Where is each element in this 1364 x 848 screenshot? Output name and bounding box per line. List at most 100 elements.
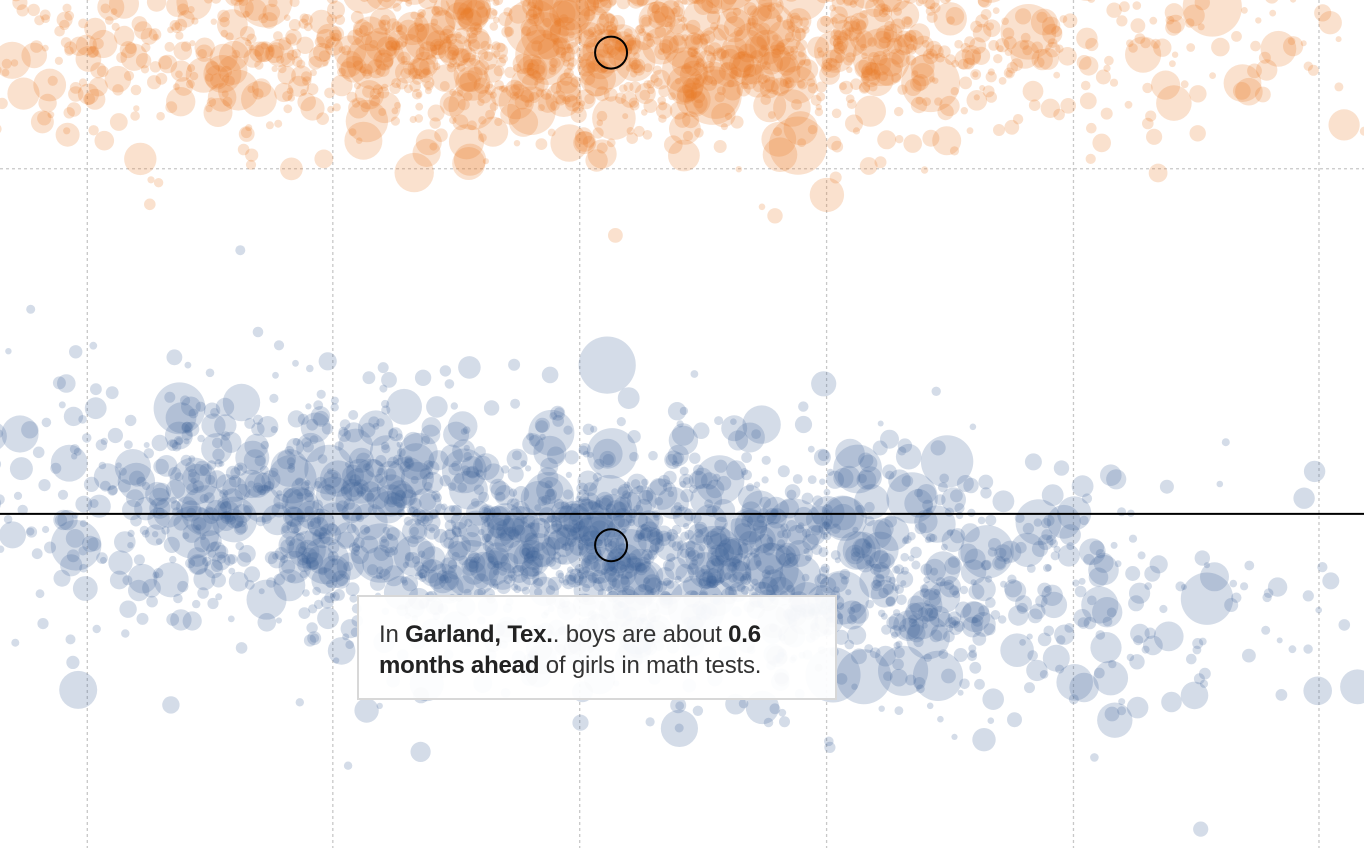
data-point [1193,673,1205,685]
data-point [17,504,28,516]
data-point [1028,99,1041,111]
data-point [1255,86,1271,103]
data-point [298,546,307,556]
data-point [862,76,870,84]
data-point [458,8,482,33]
data-point [0,41,31,79]
data-point [447,482,457,492]
data-point [666,553,676,563]
data-point [169,555,177,564]
data-point [508,107,539,137]
data-point [586,428,638,479]
data-point [684,34,700,51]
data-point [565,21,576,31]
data-point [897,438,913,453]
data-point [601,495,614,507]
data-point [802,528,811,538]
data-point [585,42,597,54]
data-point [676,420,684,428]
data-point [474,59,490,76]
data-point [1104,55,1114,66]
data-point [444,379,455,389]
data-point [682,477,691,485]
data-point [642,130,653,140]
data-point [392,454,404,466]
data-point [428,450,449,471]
data-point [300,96,325,121]
data-point [122,499,143,521]
data-point [670,697,687,714]
data-point [953,648,968,662]
data-point [21,42,47,69]
data-point [617,387,640,409]
data-point [152,482,172,502]
data-point [951,619,959,627]
data-point [619,34,636,52]
data-point [550,124,588,162]
data-point [114,531,136,553]
data-point [491,41,501,51]
data-point [288,75,310,97]
data-point [480,515,488,523]
data-point [165,101,178,114]
data-point [983,19,1001,37]
data-point [732,7,742,16]
data-point [1000,633,1034,667]
data-point [1102,616,1113,627]
data-point [807,36,830,59]
data-point [564,0,570,1]
data-point [83,476,100,492]
data-point [50,444,88,482]
data-point [498,85,506,92]
data-point [1041,16,1061,35]
data-point [252,482,264,493]
data-point [563,68,574,79]
data-point [313,599,324,610]
data-point [585,149,608,172]
data-point [452,0,491,30]
data-point [507,466,524,483]
data-point [414,369,432,386]
data-point [261,484,269,492]
data-point [300,89,308,96]
data-point [1303,61,1314,71]
data-point [244,579,255,590]
data-point [1198,637,1207,646]
data-point [1035,594,1048,608]
data-point [719,518,757,556]
data-point [575,89,596,110]
data-point [311,567,338,594]
data-point [41,14,50,23]
data-point [925,50,935,60]
data-point [641,478,649,486]
data-point [221,488,244,510]
data-point [207,83,237,112]
data-point [1022,522,1035,535]
data-point [355,452,372,469]
data-point [190,477,197,484]
data-point [362,69,373,79]
data-point [550,520,563,532]
data-point [692,705,704,716]
data-point [616,0,631,10]
data-point [437,570,449,582]
data-point [520,0,531,7]
data-point [120,43,148,71]
data-point [1199,679,1209,688]
data-point [362,547,394,579]
data-point [779,498,800,519]
data-point [602,454,614,466]
data-point [959,76,972,90]
data-point [888,48,905,65]
data-point [391,21,403,33]
data-point [574,131,595,152]
data-point [732,571,745,584]
data-point [627,485,657,516]
data-point [830,17,838,25]
data-point [484,518,540,573]
data-point [496,524,504,531]
data-point [1031,41,1043,54]
data-point [858,82,871,94]
data-point [797,79,808,90]
data-point [922,129,940,147]
